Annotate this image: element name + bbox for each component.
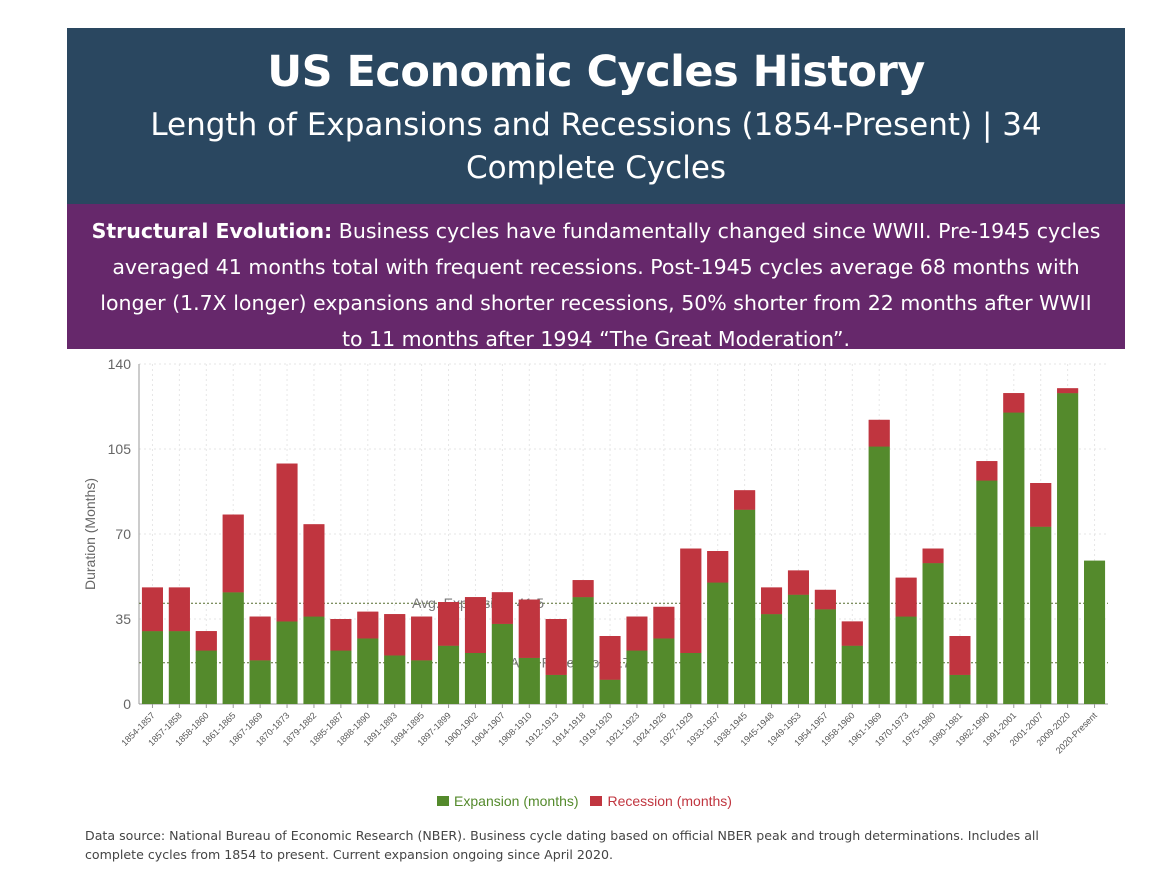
bar-recession-overlay: [222, 514, 244, 593]
bar-expansion-overlay: [249, 660, 271, 704]
bar-expansion-overlay: [626, 650, 648, 704]
bar-recession-overlay: [599, 636, 621, 680]
bar-expansion-overlay: [330, 650, 352, 704]
bar-expansion-overlay: [653, 638, 675, 704]
bar-recession-overlay: [1003, 393, 1025, 413]
chart-legend: Expansion (months) Recession (months): [0, 793, 1169, 809]
bar-recession-overlay: [384, 614, 406, 656]
bar-expansion-overlay: [491, 623, 513, 704]
bar-expansion-overlay: [1003, 412, 1025, 704]
bar-expansion-overlay: [895, 616, 917, 704]
bar-recession-overlay: [734, 490, 756, 510]
bar-recession-overlay: [411, 616, 433, 661]
bar-recession-overlay: [976, 461, 998, 481]
bar-recession-overlay: [141, 587, 163, 632]
y-tick-label: 70: [115, 526, 131, 542]
recession-swatch: [590, 796, 603, 806]
bar-expansion-overlay: [168, 631, 190, 704]
bar-expansion-overlay: [841, 645, 863, 704]
bar-recession-overlay: [787, 570, 809, 595]
bar-recession-overlay: [357, 611, 379, 639]
bar-expansion-overlay: [868, 446, 890, 704]
bar-expansion-overlay: [949, 674, 971, 704]
legend-label-expansion: Expansion (months): [454, 793, 579, 809]
bar-recession-overlay: [276, 463, 298, 622]
bar-expansion-overlay: [195, 650, 217, 704]
legend-item-recession[interactable]: Recession (months): [590, 793, 732, 809]
bar-recession-overlay: [168, 587, 190, 632]
bar-expansion-overlay: [680, 653, 702, 704]
y-tick-label: 0: [123, 696, 131, 712]
bar-expansion-overlay: [599, 679, 621, 704]
bar-expansion-overlay: [545, 674, 567, 704]
bar-expansion-overlay: [1030, 526, 1052, 704]
bar-expansion-overlay: [276, 621, 298, 704]
bar-expansion-overlay: [922, 563, 944, 704]
bar-expansion-overlay: [357, 638, 379, 704]
bar-expansion-overlay: [411, 660, 433, 704]
bar-expansion-overlay: [787, 594, 809, 704]
bar-recession-overlay: [868, 419, 890, 447]
bar-recession-overlay: [761, 587, 783, 615]
y-tick-label: 140: [108, 356, 132, 372]
bar-recession-overlay: [438, 602, 460, 646]
y-tick-label: 35: [115, 611, 131, 627]
legend-item-expansion[interactable]: Expansion (months): [437, 793, 579, 809]
bar-recession-overlay: [814, 589, 836, 610]
bar-recession-overlay: [464, 597, 486, 653]
bar-recession-overlay: [922, 548, 944, 564]
y-axis-title: Duration (Months): [82, 478, 98, 590]
bar-recession-overlay: [518, 599, 540, 658]
bar-recession-overlay: [841, 621, 863, 646]
insight-text: Business cycles have fundamentally chang…: [100, 219, 1101, 351]
bar-recession-overlay: [1030, 483, 1052, 527]
bar-recession-overlay: [572, 580, 594, 598]
bar-recession-overlay: [330, 619, 352, 651]
legend-label-recession: Recession (months): [607, 793, 732, 809]
chart-title: US Economic Cycles History: [267, 47, 925, 97]
bar-recession-overlay: [626, 616, 648, 651]
bar-expansion-overlay: [976, 480, 998, 704]
bar-recession-overlay: [303, 524, 325, 617]
insight-banner: Structural Evolution: Business cycles ha…: [67, 204, 1125, 351]
chart-header: US Economic Cycles History Length of Exp…: [67, 28, 1125, 204]
bar-recession-overlay: [1057, 388, 1079, 394]
bar-expansion-overlay: [303, 616, 325, 704]
bar-expansion-overlay: [572, 597, 594, 704]
bar-expansion-overlay: [1057, 393, 1079, 704]
bar-recession-overlay: [491, 592, 513, 624]
bar-expansion-overlay: [384, 655, 406, 704]
bar-expansion-overlay: [707, 582, 729, 704]
bar-expansion-overlay: [464, 653, 486, 704]
bar-recession-overlay: [895, 577, 917, 617]
bar-recession-overlay: [653, 606, 675, 639]
bar-recession-overlay: [195, 631, 217, 651]
bar-expansion-overlay: [761, 614, 783, 704]
bar-recession-overlay: [707, 551, 729, 583]
bar-expansion-overlay: [734, 509, 756, 704]
expansion-swatch: [437, 796, 450, 806]
insight-lead: Structural Evolution:: [91, 219, 333, 243]
data-source-note: Data source: National Bureau of Economic…: [85, 828, 1039, 862]
bar-expansion-overlay: [141, 631, 163, 704]
bar-recession-overlay: [249, 616, 271, 661]
bar-expansion-overlay: [1084, 560, 1106, 704]
bar-expansion-overlay: [814, 609, 836, 704]
bar-recession-overlay: [680, 548, 702, 653]
bar-expansion-overlay: [438, 645, 460, 704]
chart-subtitle: Length of Expansions and Recessions (185…: [150, 107, 1042, 186]
y-tick-label: 105: [108, 441, 132, 457]
bar-expansion-overlay: [518, 657, 540, 704]
bar-expansion-overlay: [222, 592, 244, 704]
bar-recession-overlay: [545, 619, 567, 675]
bar-recession-overlay: [949, 636, 971, 675]
